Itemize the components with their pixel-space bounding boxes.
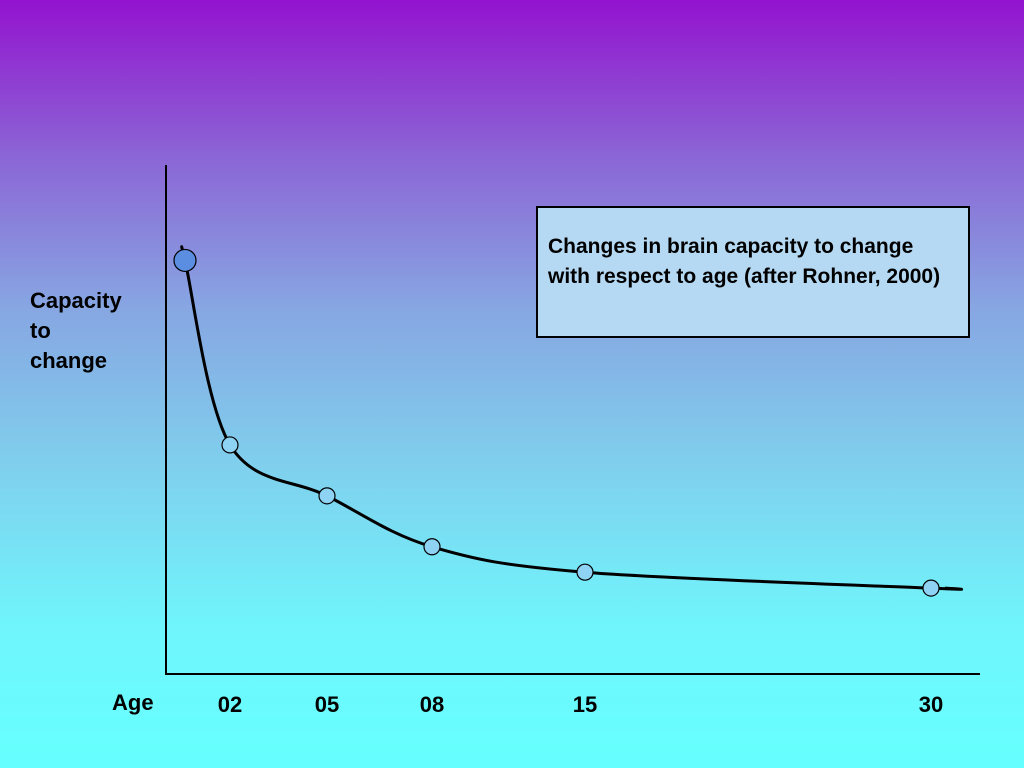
data-point-age-15 [576,563,594,581]
data-point-age-05 [318,487,336,505]
x-tick-label-15: 15 [573,692,597,717]
y-axis-label-line-1: Capacity [30,288,122,313]
x-tick-label-02: 02 [218,692,242,717]
x-tick-label-05: 05 [315,692,339,717]
x-tick-label-30: 30 [919,692,943,717]
x-tick-label-08: 08 [420,692,444,717]
data-point-age-02 [221,436,239,454]
y-axis-label-line-3: change [30,348,108,373]
data-point-start [173,248,197,273]
capacity-curve [180,245,963,591]
data-point-age-08 [423,538,441,556]
annotation-box: Changes in brain capacity to change with… [536,206,970,338]
y-axis-label: Capacity to change [30,286,122,376]
x-axis-label: Age [112,690,154,715]
y-axis-label-line-2: to [30,318,51,343]
data-point-age-30 [922,579,940,597]
